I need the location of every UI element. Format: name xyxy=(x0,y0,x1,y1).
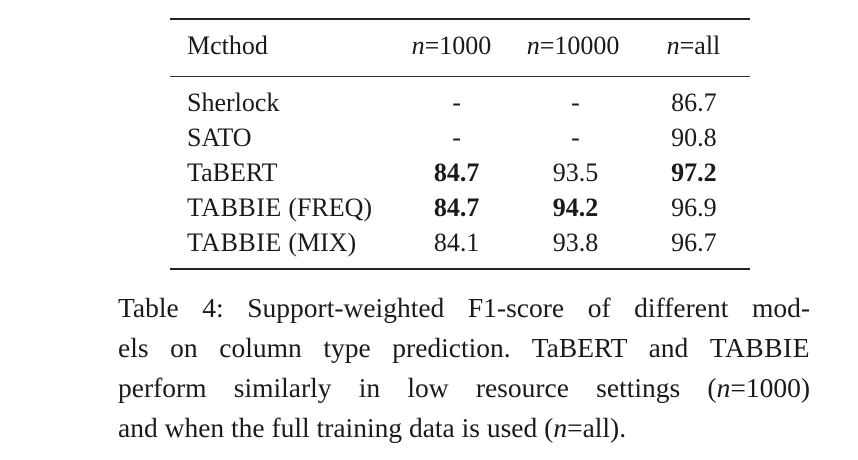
results-table-body: Sherlock - - 86.7 SATO - - 90.8 TaBERT 8… xyxy=(170,77,750,268)
table-top-rule xyxy=(170,18,750,20)
method-variant: (MIX) xyxy=(281,227,357,257)
cell-n10000: 93.8 xyxy=(552,227,599,257)
table-bottom-rule xyxy=(170,268,750,270)
row-method-tabert: TaBERT xyxy=(187,157,278,187)
caption-text: =all). xyxy=(567,412,627,443)
cell-n1000: 84.7 xyxy=(433,192,480,222)
cell-n10000: - xyxy=(571,122,580,152)
method-name-smallcaps: TABBIE xyxy=(187,227,282,257)
cell-n1000: - xyxy=(452,87,461,117)
cell-n10000: - xyxy=(571,87,580,117)
caption-line: els on column type prediction. TaBERT an… xyxy=(118,328,810,368)
caption-model-name: TABBIE xyxy=(709,332,810,363)
cell-nall: 97.2 xyxy=(671,157,717,187)
header-method: Mcthod xyxy=(187,31,268,60)
results-table-container: Mcthod n=1000 n=10000 n=all Sherlock - -… xyxy=(170,18,750,270)
caption-text: and when the full training data is used … xyxy=(118,412,554,443)
header-n1000-value: =1000 xyxy=(424,31,492,60)
caption-text: perform similarly in low resource settin… xyxy=(118,372,717,403)
table-row: TABBIE (FREQ) 84.7 94.2 96.9 xyxy=(170,190,750,225)
row-method-sherlock: Sherlock xyxy=(187,87,280,117)
row-method-sato: SATO xyxy=(187,122,252,152)
header-nall: n=all xyxy=(637,20,750,72)
header-n10000-value: =10000 xyxy=(539,31,620,60)
cell-nall: 86.7 xyxy=(671,87,717,117)
table-row: TaBERT 84.7 93.5 97.2 xyxy=(170,155,750,190)
caption-var: n xyxy=(716,372,731,403)
caption-line: perform similarly in low resource settin… xyxy=(118,368,810,408)
caption-text: els on column type prediction. TaBERT an… xyxy=(118,332,710,363)
header-n10000-var: n xyxy=(526,31,540,60)
results-table: Mcthod n=1000 n=10000 n=all xyxy=(170,20,750,72)
caption-line: and when the full training data is used … xyxy=(118,408,810,448)
caption-line: Table 4: Support-weighted F1-score of di… xyxy=(118,292,810,323)
cell-n10000: 94.2 xyxy=(552,192,599,222)
caption-var: n xyxy=(553,412,568,443)
row-method-tabbie-mix: TABBIE (MIX) xyxy=(170,225,400,260)
row-method-tabbie-freq: TABBIE (FREQ) xyxy=(170,190,400,225)
table-row: SATO - - 90.8 xyxy=(170,120,750,155)
header-n1000-var: n xyxy=(411,31,425,60)
table-header-row: Mcthod n=1000 n=10000 n=all xyxy=(170,20,750,72)
method-name-smallcaps: TABBIE xyxy=(187,192,282,222)
cell-n1000: - xyxy=(452,122,461,152)
cell-n1000: 84.1 xyxy=(433,227,480,257)
header-n1000: n=1000 xyxy=(394,20,510,72)
table-caption: Table 4: Support-weighted F1-score of di… xyxy=(118,288,810,448)
header-n10000: n=10000 xyxy=(509,20,637,72)
table-row: TABBIE (MIX) 84.1 93.8 96.7 xyxy=(170,225,750,260)
cell-n10000: 93.5 xyxy=(552,157,599,187)
caption-text: =1000) xyxy=(730,372,810,403)
header-nall-value: =all xyxy=(679,31,721,60)
table-row: Sherlock - - 86.7 xyxy=(170,85,750,120)
cell-nall: 96.9 xyxy=(671,192,717,222)
header-nall-var: n xyxy=(666,31,680,60)
cell-nall: 90.8 xyxy=(671,122,717,152)
cell-n1000: 84.7 xyxy=(433,157,480,187)
table-header-rule xyxy=(170,76,750,77)
method-variant: (FREQ) xyxy=(281,192,373,222)
cell-nall: 96.7 xyxy=(671,227,717,257)
